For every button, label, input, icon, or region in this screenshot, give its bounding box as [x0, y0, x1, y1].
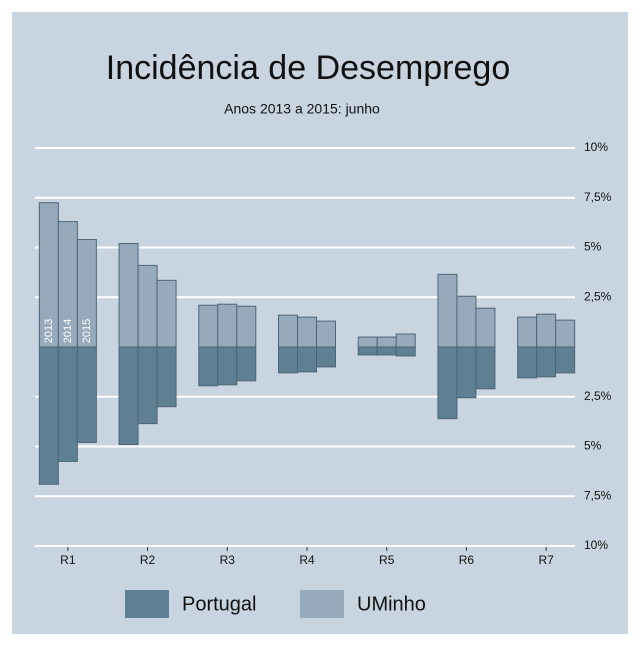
bar: [236, 305, 257, 348]
bar: [475, 307, 496, 348]
bar: [555, 319, 576, 348]
bar: [437, 273, 458, 348]
bar: [437, 346, 458, 420]
bar: [376, 336, 397, 348]
x-tick-label: R1: [60, 553, 76, 567]
year-label: 2013: [43, 319, 55, 343]
bar: [198, 346, 219, 387]
y-tick-label: 2,5%: [584, 389, 612, 403]
bar: [137, 264, 158, 348]
y-tick-label: 7,5%: [584, 190, 612, 204]
bar: [217, 346, 238, 386]
bar: [456, 295, 477, 348]
bar: [475, 346, 496, 390]
bar: [278, 346, 298, 374]
bar: [156, 346, 177, 408]
x-tick-label: R3: [220, 553, 236, 567]
x-tick-label: R2: [140, 553, 156, 567]
bar: [38, 346, 59, 485]
x-tick-label: R7: [538, 553, 554, 567]
legend-swatch: [300, 590, 344, 618]
bar: [555, 346, 576, 374]
bar: [118, 243, 139, 348]
bar: [217, 303, 238, 348]
y-tick-label: 2,5%: [584, 289, 612, 303]
bar: [376, 346, 397, 356]
bar: [76, 239, 97, 348]
bar: [236, 346, 257, 382]
x-tick-label: R5: [379, 553, 395, 567]
bar: [316, 346, 336, 368]
x-tick-label: R6: [459, 553, 475, 567]
year-label: 2015: [81, 319, 93, 343]
bar: [536, 313, 557, 348]
bar: [278, 314, 298, 348]
bar: [57, 346, 78, 462]
y-tick-label: 10%: [584, 538, 608, 552]
chart-title: Incidência de Desemprego: [106, 49, 510, 87]
bar: [357, 336, 378, 348]
bar: [156, 279, 177, 348]
bar: [517, 346, 538, 379]
bar: [76, 346, 97, 444]
y-tick-label: 7,5%: [584, 488, 612, 502]
bar: [297, 346, 317, 373]
y-tick-label: 5%: [584, 240, 602, 254]
legend-label: Portugal: [182, 593, 257, 615]
bar: [297, 316, 317, 348]
year-label: 2014: [62, 319, 74, 343]
x-tick-label: R4: [299, 553, 315, 567]
bar: [395, 333, 416, 348]
y-tick-label: 10%: [584, 140, 608, 154]
bar: [395, 346, 416, 357]
bar: [357, 346, 378, 356]
bar: [316, 320, 336, 348]
chart-subtitle: Anos 2013 a 2015: junho: [224, 101, 380, 117]
bar: [536, 346, 557, 378]
legend-label: UMinho: [357, 593, 426, 615]
bar: [517, 316, 538, 348]
y-tick-label: 5%: [584, 439, 602, 453]
legend-swatch: [125, 590, 169, 618]
bar: [198, 304, 219, 348]
bar: [456, 346, 477, 399]
bar: [137, 346, 158, 425]
bar: [118, 346, 139, 446]
